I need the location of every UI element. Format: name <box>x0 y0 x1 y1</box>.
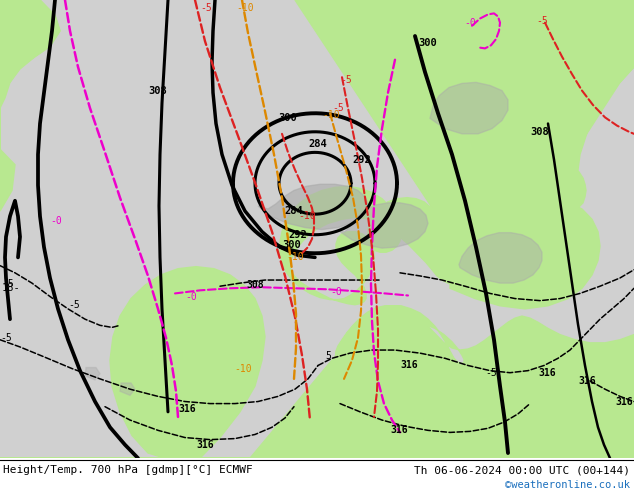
Text: -5: -5 <box>0 333 12 343</box>
Polygon shape <box>340 203 428 248</box>
Polygon shape <box>18 16 40 34</box>
Text: -0: -0 <box>185 292 197 301</box>
Text: -5: -5 <box>485 368 497 378</box>
Text: 308: 308 <box>246 280 264 290</box>
Text: -10: -10 <box>236 3 254 13</box>
Text: -10: -10 <box>234 364 252 373</box>
Polygon shape <box>430 82 508 134</box>
Text: 284: 284 <box>284 206 303 216</box>
Text: 316: 316 <box>196 440 214 450</box>
Text: -0: -0 <box>464 18 476 27</box>
Polygon shape <box>120 383 135 395</box>
Text: 18-: 18- <box>2 283 21 294</box>
Text: -5: -5 <box>536 16 548 25</box>
Text: 284: 284 <box>308 139 327 149</box>
Polygon shape <box>85 368 100 380</box>
Text: -5: -5 <box>200 3 212 13</box>
Polygon shape <box>0 0 60 108</box>
Polygon shape <box>0 306 634 458</box>
Text: -10: -10 <box>298 211 316 221</box>
Polygon shape <box>0 267 265 458</box>
Text: 316: 316 <box>178 404 196 414</box>
Polygon shape <box>0 0 15 211</box>
Text: ©weatheronline.co.uk: ©weatheronline.co.uk <box>505 480 630 490</box>
Text: 292: 292 <box>288 230 307 240</box>
Text: 316: 316 <box>615 396 633 407</box>
Text: 308: 308 <box>530 127 549 137</box>
Text: -0: -0 <box>50 217 61 226</box>
Polygon shape <box>0 0 60 82</box>
Text: 5: 5 <box>325 351 331 361</box>
Polygon shape <box>524 0 634 226</box>
Text: 316: 316 <box>390 425 408 435</box>
Polygon shape <box>459 233 542 283</box>
Polygon shape <box>445 195 600 309</box>
Text: 316: 316 <box>400 361 418 370</box>
Polygon shape <box>258 184 368 230</box>
Text: 300: 300 <box>418 38 437 48</box>
Text: Height/Temp. 700 hPa [gdmp][°C] ECMWF: Height/Temp. 700 hPa [gdmp][°C] ECMWF <box>3 465 253 475</box>
Text: Th 06-06-2024 00:00 UTC (00+144): Th 06-06-2024 00:00 UTC (00+144) <box>414 465 630 475</box>
Text: 316: 316 <box>578 376 595 386</box>
Polygon shape <box>4 51 18 67</box>
Text: -5: -5 <box>68 300 80 310</box>
Text: -10: -10 <box>322 110 340 121</box>
Text: 300: 300 <box>282 240 301 250</box>
Text: -0: -0 <box>330 288 342 297</box>
Text: -5: -5 <box>332 103 344 113</box>
Text: -10: -10 <box>286 252 304 262</box>
Text: 300: 300 <box>278 113 297 123</box>
Text: -5: -5 <box>340 75 352 85</box>
Text: 292: 292 <box>352 154 371 165</box>
Text: 308: 308 <box>148 86 167 96</box>
Text: 316: 316 <box>538 368 555 378</box>
Text: -5: -5 <box>2 279 14 289</box>
Polygon shape <box>280 0 634 305</box>
